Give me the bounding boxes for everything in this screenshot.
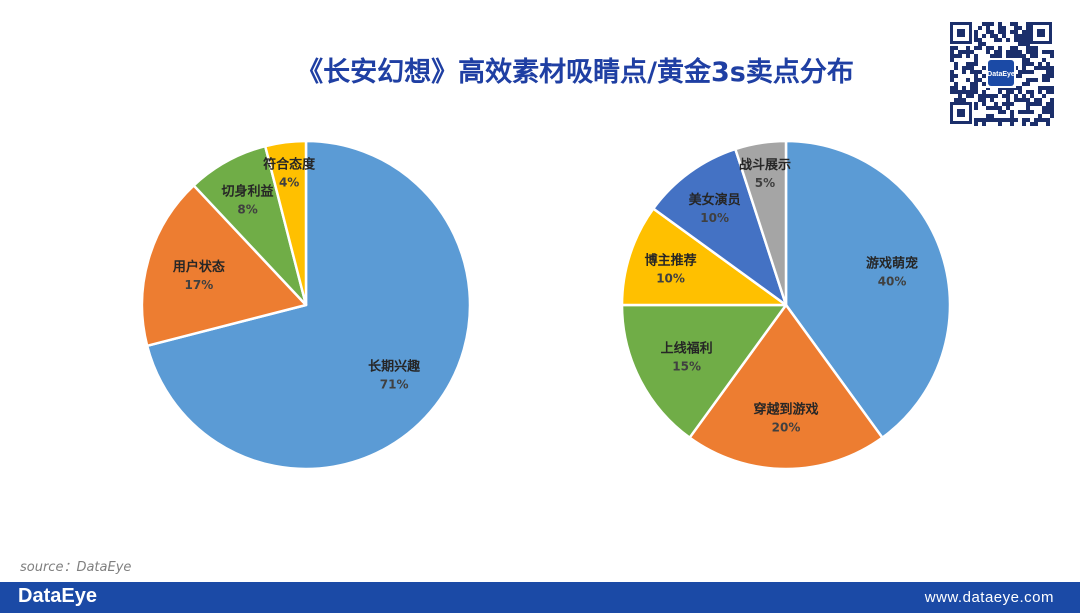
slice-value-label: 10%	[700, 211, 729, 225]
slice-category-label: 美女演员	[689, 192, 741, 208]
slice-value-label: 4%	[279, 176, 299, 190]
slice-category-label: 符合态度	[263, 157, 316, 173]
page-title: 《长安幻想》高效素材吸睛点/黄金3s卖点分布	[296, 57, 854, 88]
slice-category-label: 游戏萌宠	[866, 256, 918, 272]
pie-slice	[140, 184, 308, 348]
pie-chart-hook-points: 长期兴趣 71% 用户状态 17% 切身利益 8% 符合态度 4%	[136, 130, 476, 480]
pie-chart-selling-points: 游戏萌宠 40% 穿越到游戏 20% 上线福利 15% 博主推荐 10% 美女演员 10% 战斗展示…	[616, 130, 956, 480]
slice-value-label: 71%	[380, 377, 409, 391]
qr-finder-top-right	[1030, 22, 1052, 44]
pie-slice	[620, 207, 788, 307]
footer-bar: DataEye www.dataeye.com	[0, 582, 1080, 613]
footer-brand-logo: DataEye	[18, 585, 97, 607]
slice-category-label: 战斗展示	[739, 157, 791, 173]
pie-slice	[145, 139, 472, 471]
source-note: source：DataEye	[20, 560, 132, 575]
slice-value-label: 5%	[755, 176, 775, 190]
qr-logo-badge	[988, 60, 1014, 86]
slice-category-label: 穿越到游戏	[753, 402, 818, 418]
slice-category-label: 长期兴趣	[368, 358, 421, 374]
slice-value-label: 17%	[185, 278, 214, 292]
pie-slice	[734, 139, 788, 307]
slice-category-label: 博主推荐	[645, 252, 697, 268]
slice-category-label: 上线福利	[661, 341, 713, 357]
pie-slice	[620, 303, 788, 439]
pie-slice	[688, 303, 884, 471]
footer-url[interactable]: www.dataeye.com	[924, 589, 1054, 606]
pie-slice	[652, 147, 788, 307]
slice-value-label: 40%	[878, 275, 907, 289]
qr-code-image: DataEye	[950, 22, 1054, 126]
qr-logo-text: DataEye	[987, 71, 1015, 78]
slice-value-label: 15%	[672, 360, 701, 374]
slice-value-label: 10%	[656, 271, 685, 285]
qr-modules	[950, 22, 1054, 126]
qr-finder-bottom-left	[950, 102, 972, 124]
pie-slice	[784, 139, 952, 439]
slice-value-label: 20%	[772, 421, 801, 435]
slice-category-label: 用户状态	[172, 259, 225, 275]
pie-slice	[263, 139, 308, 307]
pie-svg-selling-points: 游戏萌宠 40% 穿越到游戏 20% 上线福利 15% 博主推荐 10% 美女演员 10% 战斗展示…	[620, 139, 952, 471]
qr-finder-top-left	[950, 22, 972, 44]
pie-svg-hook-points: 长期兴趣 71% 用户状态 17% 切身利益 8% 符合态度 4%	[140, 139, 472, 471]
slice-category-label: 切身利益	[222, 184, 274, 200]
slice-value-label: 8%	[237, 203, 257, 217]
